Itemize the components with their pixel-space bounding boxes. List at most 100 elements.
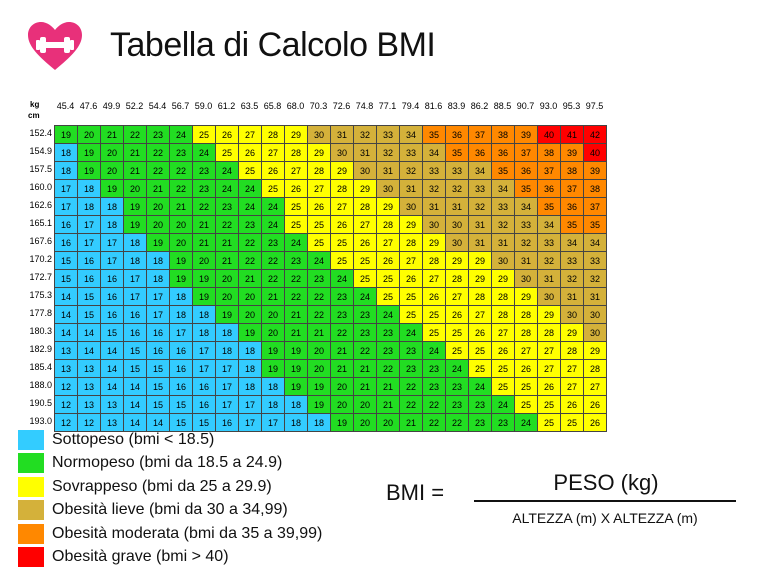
bmi-cell: 23 [400,342,423,360]
bmi-cell: 16 [101,306,124,324]
bmi-cell: 19 [124,216,147,234]
bmi-cell: 16 [170,342,193,360]
bmi-cell: 19 [216,306,239,324]
bmi-cell: 25 [446,324,469,342]
weight-header: 86.2 [470,101,489,111]
bmi-cell: 30 [400,198,423,216]
bmi-cell: 20 [331,396,354,414]
bmi-cell: 20 [216,270,239,288]
bmi-cell: 17 [216,396,239,414]
bmi-cell: 25 [239,162,262,180]
bmi-cell: 21 [400,414,423,432]
height-header: 157.5 [29,164,52,174]
legend-swatch [18,547,44,568]
bmi-cell: 17 [193,360,216,378]
bmi-cell: 32 [400,162,423,180]
bmi-cell: 12 [78,414,101,432]
bmi-cell: 32 [492,216,515,234]
bmi-cell: 17 [147,288,170,306]
bmi-cell: 17 [101,234,124,252]
bmi-cell: 18 [170,288,193,306]
bmi-cell: 17 [101,252,124,270]
bmi-cell: 20 [101,162,124,180]
bmi-cell: 14 [124,378,147,396]
bmi-cell: 15 [124,360,147,378]
bmi-cell: 19 [262,342,285,360]
bmi-cell: 18 [147,270,170,288]
bmi-cell: 24 [423,342,446,360]
bmi-cell: 17 [124,270,147,288]
bmi-cell: 23 [400,360,423,378]
bmi-cell: 20 [170,234,193,252]
bmi-cell: 14 [101,378,124,396]
bmi-cell: 25 [308,216,331,234]
bmi-cell: 31 [538,270,561,288]
bmi-cell: 12 [55,378,78,396]
bmi-cell: 18 [193,324,216,342]
bmi-cell: 32 [469,198,492,216]
bmi-cell: 34 [400,126,423,144]
bmi-cell: 29 [377,198,400,216]
legend-item: Sovrappeso (bmi da 25 a 29.9) [18,475,322,499]
bmi-cell: 24 [354,288,377,306]
bmi-cell: 30 [515,270,538,288]
bmi-cell: 19 [308,378,331,396]
bmi-cell: 33 [469,180,492,198]
bmi-cell: 25 [331,252,354,270]
bmi-cell: 29 [469,270,492,288]
bmi-cell: 40 [538,126,561,144]
bmi-cell: 29 [584,342,607,360]
heart-dumbbell-icon [28,22,82,70]
bmi-cell: 28 [538,324,561,342]
weight-header: 45.4 [56,101,75,111]
height-header: 152.4 [29,128,52,138]
weight-header: 72.6 [332,101,351,111]
bmi-cell: 20 [147,198,170,216]
bmi-cell: 18 [239,360,262,378]
bmi-cell: 22 [308,288,331,306]
bmi-cell: 22 [423,396,446,414]
bmi-cell: 25 [538,414,561,432]
bmi-cell: 24 [308,252,331,270]
bmi-cell: 30 [377,180,400,198]
bmi-cell: 23 [377,324,400,342]
bmi-cell: 28 [285,144,308,162]
bmi-cell: 20 [354,396,377,414]
bmi-cell: 25 [377,288,400,306]
bmi-cell: 19 [78,162,101,180]
bmi-cell: 21 [147,180,170,198]
bmi-cell: 27 [446,288,469,306]
bmi-cell: 22 [124,126,147,144]
bmi-cell: 16 [78,252,101,270]
bmi-cell: 16 [193,378,216,396]
bmi-cell: 25 [515,378,538,396]
bmi-cell: 32 [446,180,469,198]
weight-header: 95.3 [562,101,581,111]
bmi-cell: 31 [377,162,400,180]
bmi-cell: 21 [193,234,216,252]
weight-header: 61.2 [217,101,236,111]
weight-header: 74.8 [355,101,374,111]
bmi-cell: 28 [423,252,446,270]
bmi-cell: 19 [124,198,147,216]
bmi-cell: 13 [55,360,78,378]
height-header: 167.6 [29,236,52,246]
bmi-cell: 25 [354,252,377,270]
bmi-cell: 22 [423,414,446,432]
bmi-cell: 22 [216,216,239,234]
bmi-cell: 25 [262,180,285,198]
bmi-cell: 21 [124,144,147,162]
bmi-cell: 28 [308,162,331,180]
bmi-cell: 30 [446,234,469,252]
bmi-cell: 29 [515,288,538,306]
bmi-cell: 23 [170,144,193,162]
bmi-cell: 35 [515,180,538,198]
bmi-cell: 22 [239,234,262,252]
bmi-cell: 35 [423,126,446,144]
bmi-cell: 34 [584,234,607,252]
bmi-cell: 31 [584,288,607,306]
bmi-cell: 18 [239,342,262,360]
bmi-cell: 32 [538,252,561,270]
bmi-cell: 16 [101,270,124,288]
bmi-cell: 24 [216,162,239,180]
